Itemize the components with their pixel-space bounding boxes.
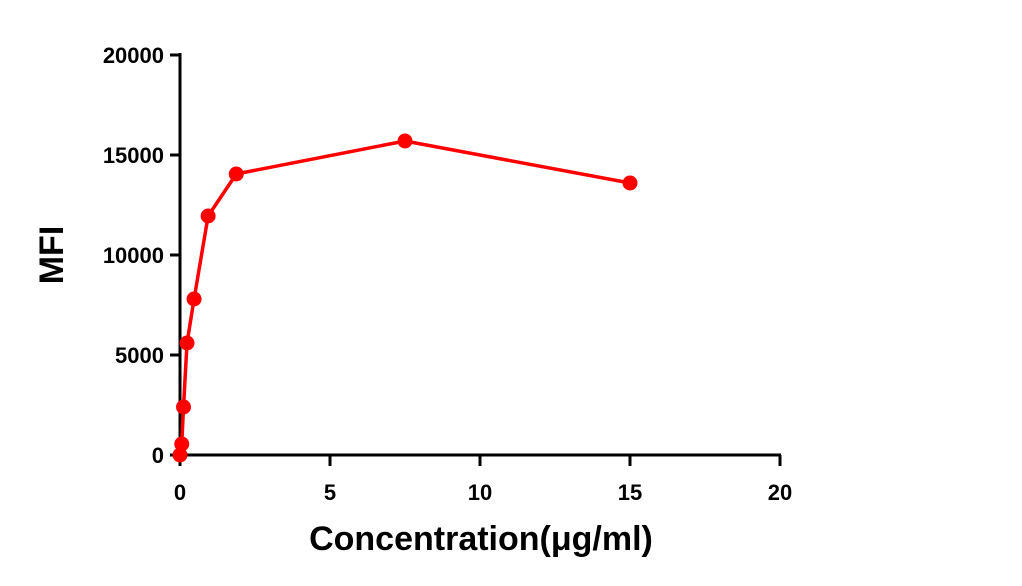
data-point-marker	[176, 399, 192, 415]
x-axis-ticks: 0 5 10 15 20	[174, 455, 792, 505]
y-tick-label: 0	[152, 443, 164, 468]
data-point-marker	[186, 291, 202, 307]
y-tick-label: 15000	[103, 143, 164, 168]
y-tick-label: 5000	[115, 343, 164, 368]
y-tick-label: 10000	[103, 243, 164, 268]
y-axis-ticks: 0 5000 10000 15000 20000	[103, 43, 180, 468]
data-point-marker	[172, 447, 188, 463]
data-point-marker	[622, 175, 638, 191]
data-series	[172, 133, 638, 463]
x-tick-label: 10	[468, 480, 492, 505]
data-point-marker	[200, 208, 216, 224]
data-point-marker	[397, 133, 413, 149]
series-line	[178, 139, 631, 456]
data-point-marker	[174, 436, 190, 452]
y-axis-title: MFI	[33, 226, 71, 285]
x-axis-title: Concentration(μg/ml)	[309, 520, 653, 558]
x-tick-label: 20	[768, 480, 792, 505]
data-point-marker	[179, 335, 195, 351]
y-tick-label: 20000	[103, 43, 164, 68]
plot-area: 0 5000 10000 15000 20000 0 5 10 15 20	[103, 43, 792, 505]
x-tick-label: 15	[618, 480, 642, 505]
data-point-marker	[228, 166, 244, 182]
x-tick-label: 5	[324, 480, 336, 505]
x-tick-label: 0	[174, 480, 186, 505]
